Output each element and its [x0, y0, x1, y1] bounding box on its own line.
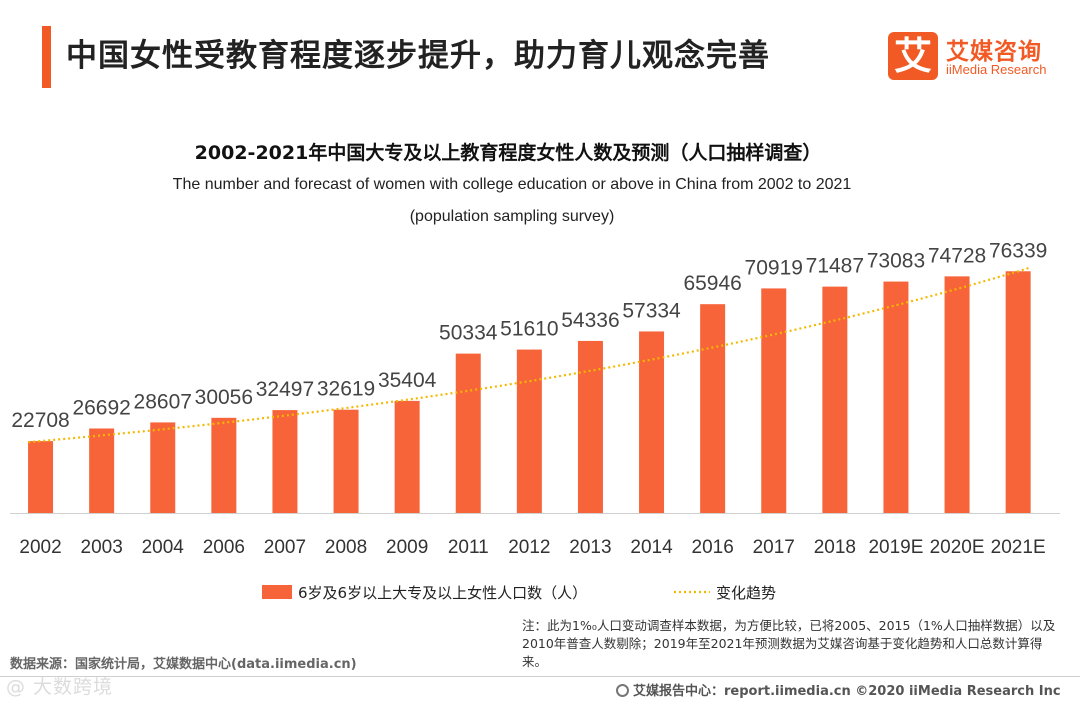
data-label: 30056 — [195, 386, 253, 409]
bar — [639, 331, 665, 513]
data-label: 22708 — [11, 409, 69, 432]
logo-text-cn: 艾媒咨询 — [946, 39, 1042, 65]
data-label: 32619 — [317, 378, 375, 401]
x-tick-label: 2016 — [692, 537, 734, 558]
data-label: 65946 — [683, 272, 741, 295]
x-tick-label: 2013 — [569, 537, 611, 558]
data-label: 76339 — [989, 239, 1047, 262]
data-label: 57334 — [622, 299, 681, 322]
bar — [455, 353, 481, 513]
data-label: 32497 — [256, 378, 314, 401]
x-tick-label: 2014 — [630, 537, 673, 558]
x-tick-label: 2003 — [81, 537, 123, 558]
bar — [150, 422, 176, 513]
page-title: 中国女性受教育程度逐步提升，助力育儿观念完善 — [66, 38, 770, 74]
legend-label-bar: 6岁及6岁以上大专及以上女性人口数（人） — [298, 584, 587, 602]
bar — [272, 410, 298, 513]
brand-logo: 艾 艾媒咨询 iiMedia Research — [888, 32, 1068, 82]
x-tick-label: 2020E — [930, 537, 985, 558]
data-label: 70919 — [745, 256, 803, 279]
footer-divider — [0, 676, 1080, 677]
chart-subtitle-line2: (population sampling survey) — [409, 208, 615, 225]
x-tick-label: 2004 — [142, 537, 185, 558]
data-label: 26692 — [72, 396, 130, 419]
bar — [28, 441, 54, 513]
x-tick-label: 2012 — [508, 537, 550, 558]
legend-label-trend: 变化趋势 — [716, 584, 776, 602]
data-label: 28607 — [134, 390, 192, 413]
bar-chart: 22708 2002 26692 2003 28607 2004 30056 2006 3249… — [10, 239, 1060, 602]
trend-line — [28, 266, 1031, 444]
bar — [700, 304, 726, 513]
bar — [577, 340, 603, 513]
bar — [822, 286, 848, 513]
x-tick-label: 2008 — [325, 537, 367, 558]
logo-mark-icon: 艾 — [888, 32, 938, 80]
title-accent-bar — [42, 26, 51, 88]
data-label: 71487 — [806, 255, 864, 278]
data-label: 73083 — [867, 250, 925, 273]
bar — [761, 288, 787, 513]
footnote: 注：此为1%₀人口变动调查样本数据，为方便比较，已将2005、2015（1%人口… — [522, 618, 1056, 669]
data-label: 50334 — [439, 322, 498, 345]
chart-title: 2002-2021年中国大专及以上教育程度女性人数及预测（人口抽样调查） — [194, 142, 822, 164]
x-tick-label: 2011 — [448, 537, 489, 558]
x-tick-label: 2006 — [203, 537, 245, 558]
globe-icon — [616, 684, 629, 697]
bar — [516, 349, 542, 513]
data-label: 54336 — [561, 309, 619, 332]
x-tick-label: 2007 — [264, 537, 306, 558]
footer-site-text: 艾媒报告中心：report.iimedia.cn ©2020 iiMedia R… — [633, 684, 1061, 699]
x-tick-label: 2021E — [991, 537, 1046, 558]
data-label: 51610 — [500, 318, 558, 341]
logo-text-en: iiMedia Research — [946, 62, 1047, 77]
bar — [1005, 271, 1031, 513]
x-tick-label: 2009 — [386, 537, 428, 558]
x-tick-label: 2002 — [19, 537, 61, 558]
bar — [394, 400, 420, 513]
chart-subtitle-line1: The number and forecast of women with co… — [172, 176, 852, 193]
x-tick-label: 2017 — [753, 537, 795, 558]
bar — [89, 428, 115, 513]
bar — [211, 417, 237, 513]
x-tick-label: 2018 — [814, 537, 856, 558]
legend-swatch-bar — [262, 585, 292, 599]
bar — [883, 281, 909, 513]
x-tick-label: 2019E — [868, 537, 923, 558]
bar — [333, 409, 359, 513]
bar — [944, 276, 970, 513]
data-label: 74728 — [928, 244, 986, 267]
footer-site: 艾媒报告中心：report.iimedia.cn ©2020 iiMedia R… — [616, 680, 1061, 699]
watermark-text: @ 大数跨境 — [6, 676, 114, 698]
data-label: 35404 — [378, 369, 437, 392]
data-source: 数据来源：国家统计局，艾媒数据中心(data.iimedia.cn) — [10, 657, 357, 672]
